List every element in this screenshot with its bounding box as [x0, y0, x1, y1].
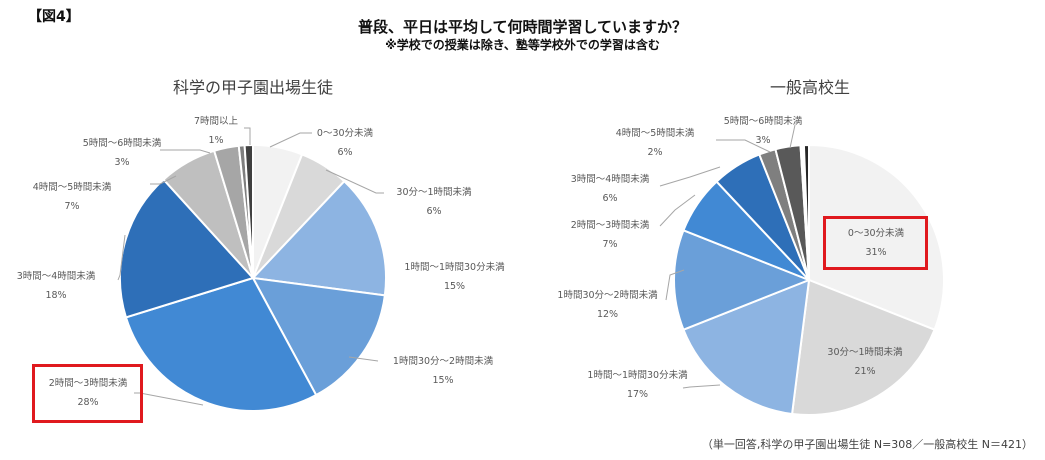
pie-slice	[243, 143, 254, 279]
left-pie	[119, 143, 387, 412]
left-pie-title: 科学の甲子園出場生徒	[172, 78, 333, 97]
pie-slice	[790, 278, 936, 416]
label-name: 1時間30分〜2時間未満	[557, 290, 658, 301]
left-label-7h-plus: 7時間以上 1%	[186, 112, 246, 150]
left-label-1h-1h30: 1時間〜1時間30分未満 15%	[387, 258, 522, 296]
footnote-sample-size: （単一回答,科学の甲子園出場生徒 N=308／一般高校生 N＝421）	[701, 438, 1033, 451]
label-pct: 2%	[647, 147, 663, 158]
label-name: 3時間〜4時間未満	[570, 174, 650, 185]
right-label-4h-5h: 4時間〜5時間未満 2%	[605, 124, 705, 162]
left-label-2h-3h: 2時間〜3時間未満 28%	[38, 374, 138, 412]
label-name: 0〜30分未満	[316, 128, 374, 139]
label-name: 2時間〜3時間未満	[570, 220, 650, 231]
left-label-0-30min: 0〜30分未満 6%	[305, 124, 385, 162]
label-pct: 7%	[602, 239, 618, 250]
left-label-4h-5h: 4時間〜5時間未満 7%	[22, 178, 122, 216]
label-pct: 1%	[208, 135, 224, 146]
label-name: 30分〜1時間未満	[396, 187, 472, 198]
label-name: 2時間〜3時間未満	[48, 378, 128, 389]
label-name: 30分〜1時間未満	[827, 347, 903, 358]
left-label-1h30-2h: 1時間30分〜2時間未満 15%	[378, 352, 508, 390]
label-pct: 28%	[77, 397, 99, 408]
right-label-1h-1h30: 1時間〜1時間30分未満 17%	[575, 366, 700, 404]
label-name: 1時間〜1時間30分未満	[587, 370, 688, 381]
chart-subtitle: ※学校での授業は除き、塾等学校外での学習は含む	[385, 38, 660, 52]
label-pct: 31%	[865, 247, 887, 258]
right-label-1h30-2h: 1時間30分〜2時間未満 12%	[545, 286, 670, 324]
label-pct: 6%	[426, 206, 442, 217]
right-pie-title: 一般高校生	[769, 78, 850, 97]
label-pct: 15%	[432, 375, 454, 386]
left-label-30min-1h: 30分〜1時間未満 6%	[384, 183, 484, 221]
right-label-30min-1h: 30分〜1時間未満 21%	[810, 343, 920, 381]
label-name: 4時間〜5時間未満	[615, 128, 695, 139]
pie-slice	[250, 179, 387, 297]
pie-slice	[682, 278, 811, 416]
label-pct: 6%	[602, 193, 618, 204]
label-pct: 3%	[114, 157, 130, 168]
right-pie	[673, 143, 945, 416]
left-label-3h-4h: 3時間〜4時間未満 18%	[6, 267, 106, 305]
right-label-2h-3h: 2時間〜3時間未満 7%	[560, 216, 660, 254]
label-pct: 7%	[64, 201, 80, 212]
label-name: 3時間〜4時間未満	[16, 271, 96, 282]
figure-tag: 【図4】	[28, 9, 80, 25]
label-pct: 15%	[443, 281, 466, 292]
pie-slice	[251, 276, 386, 397]
left-label-5h-6h: 5時間〜6時間未満 3%	[72, 134, 172, 172]
chart-main-title: 普段、平日は平均して何時間学習していますか？	[357, 18, 688, 36]
label-name: 1時間〜1時間30分未満	[404, 262, 505, 273]
pie-slice	[673, 229, 812, 331]
right-label-0-30min: 0〜30分未満 31%	[826, 224, 926, 262]
pie-slice	[802, 143, 810, 281]
label-name: 0〜30分未満	[847, 228, 905, 239]
label-pct: 21%	[854, 366, 876, 377]
pie-slice	[808, 143, 945, 331]
label-name: 4時間〜5時間未満	[32, 182, 112, 193]
right-label-5h-6h: 5時間〜6時間未満 3%	[708, 112, 818, 150]
highlight-box-right-0-30min	[823, 216, 928, 270]
highlight-box-left-2h-3h	[32, 364, 143, 423]
label-pct: 12%	[596, 309, 619, 320]
right-label-3h-4h: 3時間〜4時間未満 6%	[560, 170, 660, 208]
label-name: 1時間30分〜2時間未満	[392, 356, 494, 367]
label-pct: 6%	[337, 147, 353, 158]
label-name: 5時間〜6時間未満	[82, 138, 162, 149]
label-pct: 3%	[755, 135, 771, 146]
label-name: 7時間以上	[193, 116, 239, 127]
label-pct: 17%	[626, 389, 649, 400]
pie-slice	[124, 276, 318, 412]
pie-slice	[119, 178, 255, 319]
label-pct: 18%	[45, 290, 67, 301]
label-name: 5時間〜6時間未満	[723, 116, 803, 127]
